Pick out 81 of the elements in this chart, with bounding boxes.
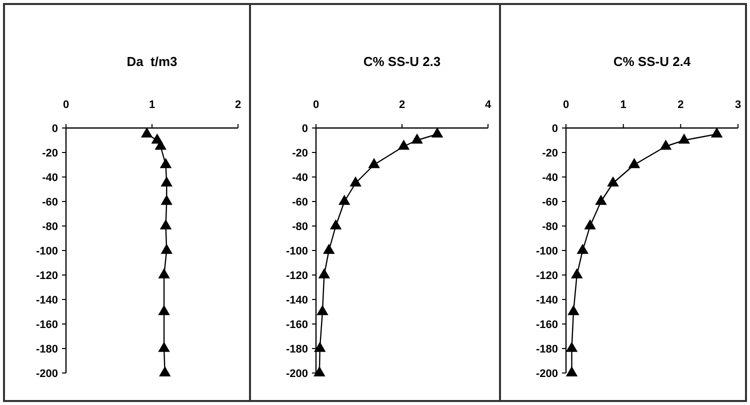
y-tick-label: -40	[542, 172, 558, 184]
x-tick-label: 0	[312, 99, 320, 111]
point	[318, 268, 330, 278]
y-tick-label: -120	[536, 270, 558, 282]
y-tick-label: -100	[536, 246, 558, 258]
y-tick-label: -140	[286, 294, 308, 306]
point	[316, 304, 328, 316]
y-tick-label: -100	[36, 246, 58, 258]
point	[566, 342, 578, 352]
y-tick-label: 0	[302, 123, 308, 135]
point	[628, 158, 640, 168]
x-tick-label: 4	[484, 99, 492, 111]
x-tick-label: 1	[620, 99, 626, 111]
x-tick-label: 0	[62, 99, 70, 111]
point	[398, 140, 410, 150]
point	[566, 366, 578, 376]
y-tick-label: -60	[42, 196, 58, 208]
point	[140, 127, 153, 138]
point	[330, 219, 342, 230]
y-tick-label: -200	[536, 368, 558, 380]
point	[159, 366, 171, 376]
point	[660, 140, 672, 150]
y-tick-label: -60	[292, 196, 308, 208]
y-tick-label: -140	[36, 294, 58, 306]
y-tick-label: -120	[36, 270, 58, 282]
point	[411, 133, 423, 144]
point	[350, 176, 362, 187]
y-tick-label: -200	[286, 368, 308, 380]
chart-title: C% SS-U 2.3	[363, 54, 441, 69]
y-tick-label: -20	[42, 148, 58, 160]
point	[158, 304, 170, 316]
point	[710, 127, 723, 138]
point	[160, 219, 172, 230]
y-tick-label: -80	[292, 221, 308, 233]
point	[323, 244, 335, 254]
y-tick-label: -40	[42, 172, 58, 184]
point	[160, 176, 173, 187]
y-tick-label: -60	[542, 196, 558, 208]
x-tick-label: 2	[234, 99, 242, 111]
point	[568, 304, 580, 316]
point	[678, 133, 690, 144]
y-tick-label: 0	[52, 123, 58, 135]
y-tick-label: -120	[286, 270, 308, 282]
point	[338, 194, 350, 205]
x-tick-label: 2	[398, 99, 406, 111]
point	[607, 176, 619, 187]
point	[595, 194, 607, 205]
y-tick-label: -160	[536, 319, 558, 331]
y-tick-label: -100	[286, 246, 308, 258]
y-tick-label: -180	[36, 344, 58, 356]
point	[314, 366, 326, 376]
x-tick-label: 3	[734, 99, 742, 111]
point	[314, 342, 326, 352]
point	[158, 268, 170, 278]
y-tick-label: -180	[536, 344, 558, 356]
y-tick-label: -40	[292, 172, 308, 184]
y-tick-label: -160	[286, 319, 308, 331]
point	[158, 342, 170, 352]
point	[368, 158, 380, 168]
y-tick-label: -140	[536, 294, 558, 306]
point	[571, 268, 583, 278]
point	[154, 140, 166, 150]
y-tick-label: -20	[542, 148, 558, 160]
y-tick-label: -20	[292, 148, 308, 160]
y-tick-label: -80	[542, 221, 558, 233]
point	[576, 244, 589, 254]
x-tick-label: 2	[678, 99, 684, 111]
y-tick-label: -180	[286, 344, 308, 356]
point	[160, 194, 173, 205]
y-tick-label: 0	[552, 123, 558, 135]
chart-title: C% SS-U 2.4	[613, 54, 692, 69]
x-tick-label: 1	[148, 99, 156, 111]
y-tick-label: -80	[42, 221, 58, 233]
y-tick-label: -200	[36, 368, 58, 380]
x-tick-label: 0	[562, 99, 570, 111]
point	[160, 244, 173, 254]
point	[431, 127, 444, 138]
point	[584, 219, 596, 230]
chart-title: Da t/m3	[126, 54, 178, 69]
y-tick-label: -160	[36, 319, 58, 331]
point	[160, 158, 172, 168]
